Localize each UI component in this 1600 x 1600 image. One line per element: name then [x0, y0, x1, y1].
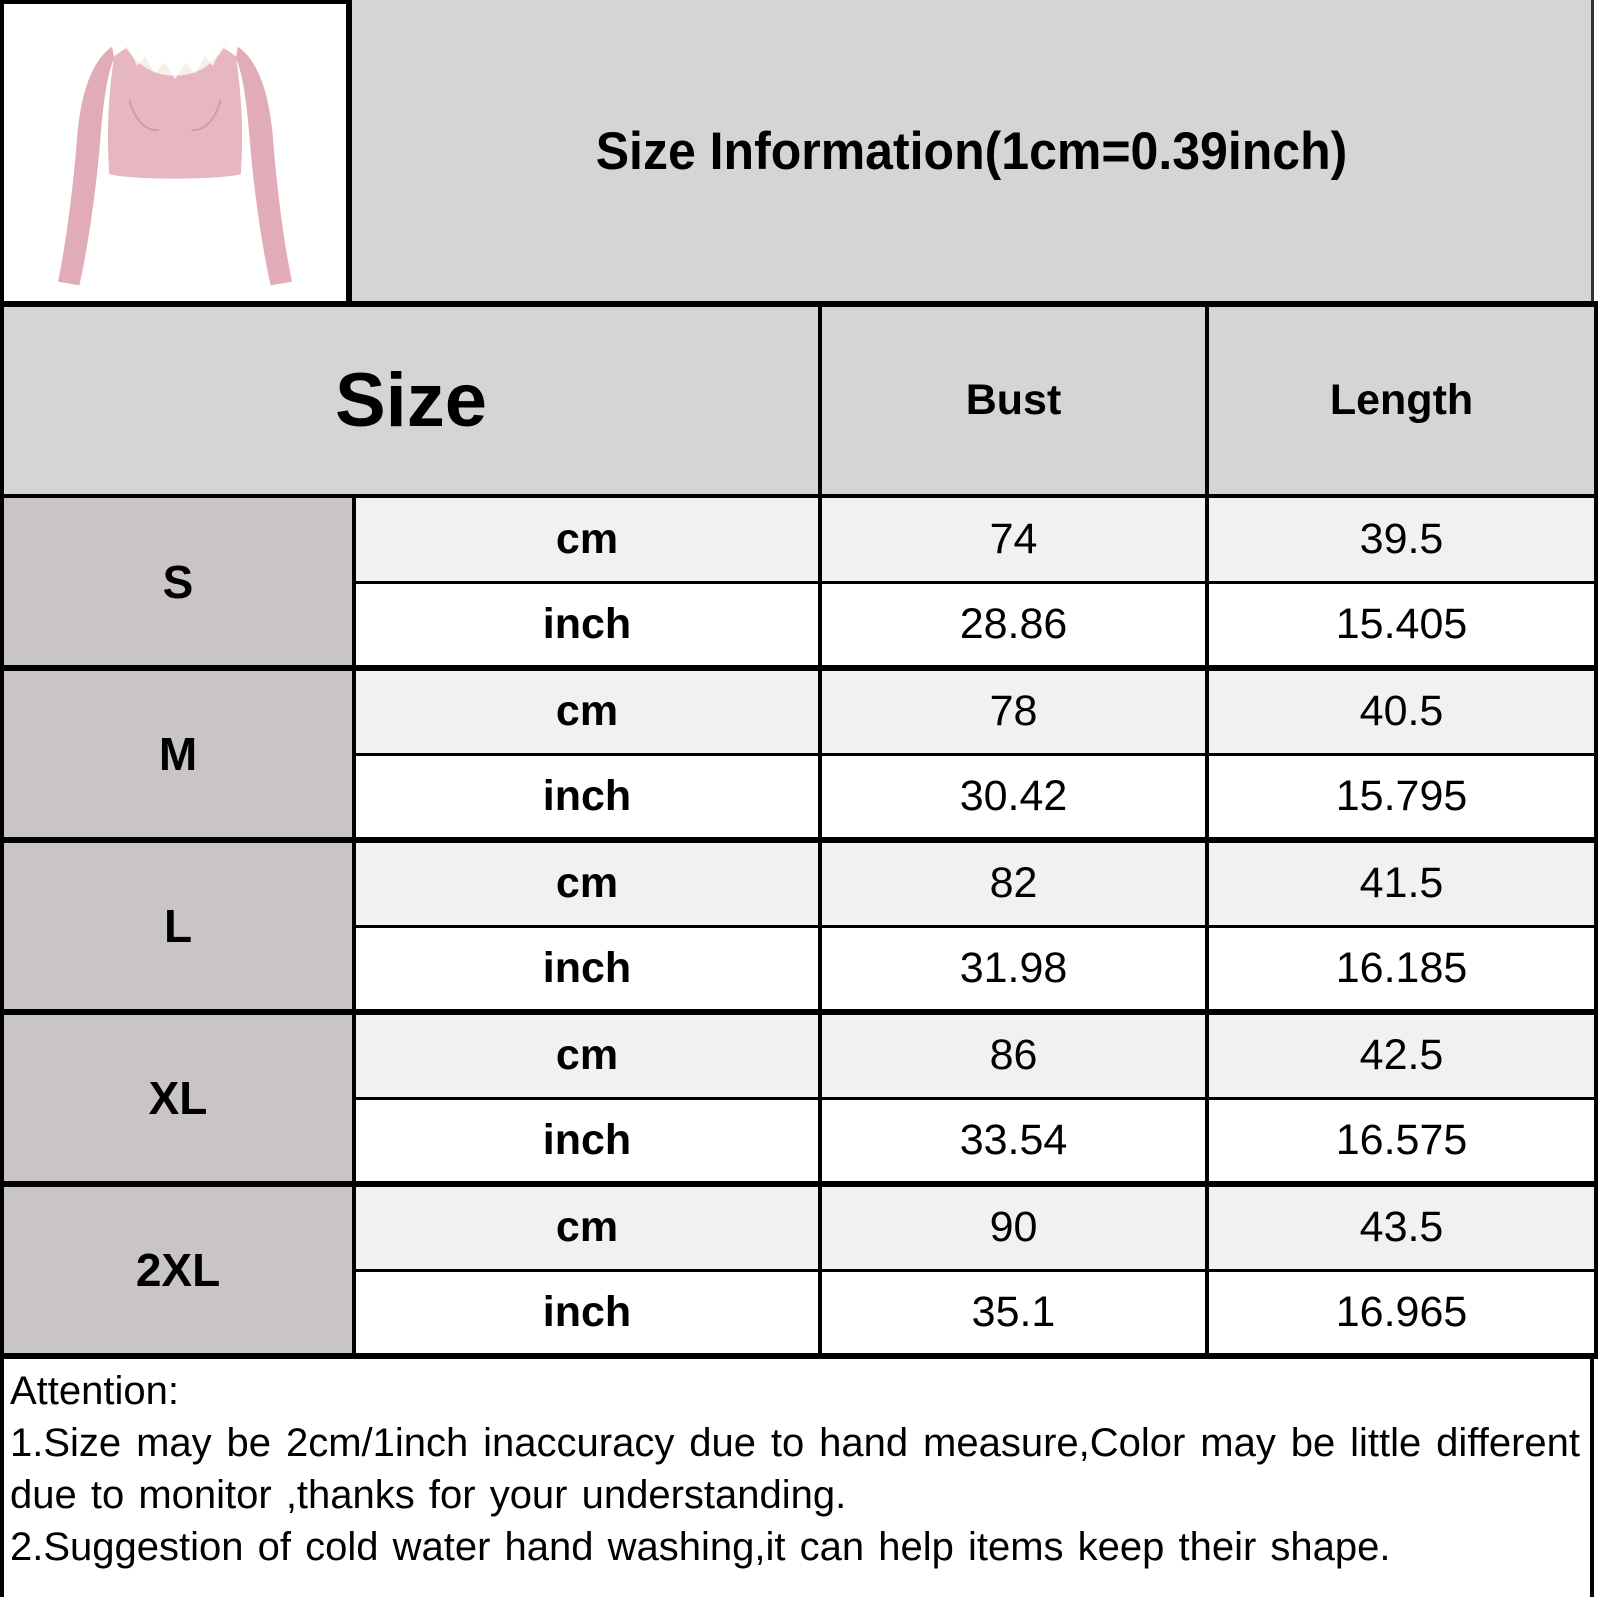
table-row-xl-cm: XL cm 86 42.5	[0, 1010, 1599, 1187]
unit-cell: cm	[351, 1182, 823, 1272]
length-cm-value: 43.5	[1205, 1182, 1599, 1272]
column-header-length: Length	[1205, 302, 1599, 498]
table-row-l-inch: inch 31.98 16.185	[2, 924, 1599, 1015]
bust-inch-value: 28.86	[818, 580, 1210, 671]
title-banner: Size Information(1cm=0.39inch)	[352, 0, 1594, 301]
bust-contour-right	[191, 99, 222, 131]
unit-cell: inch	[351, 1268, 823, 1359]
bust-inch-value: 31.98	[818, 924, 1210, 1015]
bust-cm-value: 90	[818, 1182, 1210, 1272]
table-header-row: Size Bust Length	[0, 302, 1599, 498]
size-label-2xl: 2XL	[0, 1182, 356, 1359]
unit-cell: cm	[351, 1010, 823, 1100]
size-label-m: M	[0, 666, 356, 843]
bust-contour-left	[128, 99, 159, 131]
bust-cm-value: 78	[818, 666, 1210, 756]
unit-cell: inch	[351, 1096, 823, 1187]
column-header-size: Size	[0, 302, 823, 498]
attention-heading: Attention:	[10, 1369, 180, 1413]
length-inch-value: 16.965	[1205, 1268, 1599, 1359]
table-row-xl-inch: inch 33.54 16.575	[2, 1096, 1599, 1187]
size-label-xl: XL	[0, 1010, 356, 1187]
unit-cell: inch	[351, 924, 823, 1015]
table-row-2xl-cm: 2XL cm 90 43.5	[0, 1182, 1599, 1359]
bust-inch-value: 33.54	[818, 1096, 1210, 1187]
table-row-l-cm: L cm 82 41.5	[0, 838, 1599, 1015]
unit-cell: cm	[351, 494, 823, 584]
torso	[107, 38, 243, 179]
bust-cm-value: 86	[818, 1010, 1210, 1100]
length-inch-value: 16.575	[1205, 1096, 1599, 1187]
length-inch-value: 15.405	[1205, 580, 1599, 671]
left-sleeve	[58, 46, 115, 285]
table-row-m-cm: M cm 78 40.5	[0, 666, 1599, 843]
bust-inch-value: 35.1	[818, 1268, 1210, 1359]
length-inch-value: 16.185	[1205, 924, 1599, 1015]
table-row-s-cm: S cm 74 39.5	[0, 494, 1599, 671]
unit-cell: inch	[351, 752, 823, 843]
size-label-s: S	[0, 494, 356, 671]
length-cm-value: 40.5	[1205, 666, 1599, 756]
unit-cell: cm	[351, 838, 823, 928]
bust-cm-value: 74	[818, 494, 1210, 584]
right-sleeve	[235, 46, 292, 285]
attention-note-2: 2.Suggestion of cold water hand washing,…	[10, 1525, 1391, 1569]
size-table: Size Bust Length S cm 74 39.5 inch 28.86…	[0, 301, 1599, 1359]
product-photo	[58, 32, 292, 285]
top-section: Size Information(1cm=0.39inch)	[0, 0, 1594, 301]
column-header-bust: Bust	[818, 302, 1210, 498]
bust-inch-value: 30.42	[818, 752, 1210, 843]
size-label-l: L	[0, 838, 356, 1015]
unit-cell: inch	[351, 580, 823, 671]
lace-trim	[121, 40, 229, 80]
table-row-m-inch: inch 30.42 15.795	[2, 752, 1599, 843]
table-row-2xl-inch: inch 35.1 16.965	[2, 1268, 1599, 1359]
length-inch-value: 15.795	[1205, 752, 1599, 843]
table-row-s-inch: inch 28.86 15.405	[2, 580, 1599, 671]
length-cm-value: 41.5	[1205, 838, 1599, 928]
attention-note-1: 1.Size may be 2cm/1inch inaccuracy due t…	[10, 1421, 1580, 1517]
bust-cm-value: 82	[818, 838, 1210, 928]
unit-cell: cm	[351, 666, 823, 756]
attention-section: Attention: 1.Size may be 2cm/1inch inacc…	[0, 1359, 1594, 1597]
product-photo-cell	[0, 0, 352, 301]
page-title: Size Information(1cm=0.39inch)	[595, 121, 1348, 180]
length-cm-value: 39.5	[1205, 494, 1599, 584]
length-cm-value: 42.5	[1205, 1010, 1599, 1100]
